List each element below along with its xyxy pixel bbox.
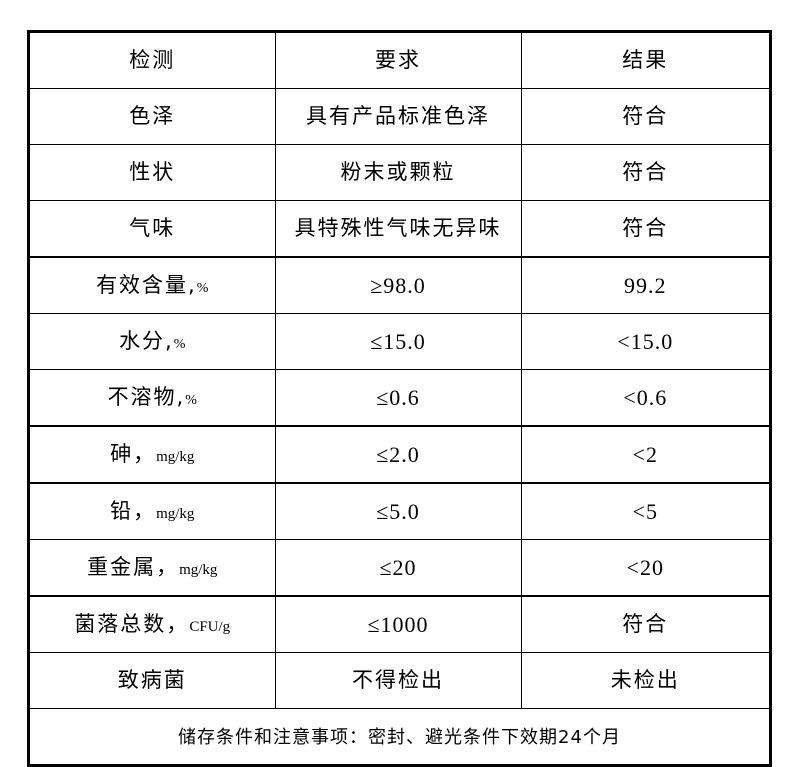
cell-test-item: 砷，mg/kg [30, 425, 276, 484]
test-item-label: 致病菌 [117, 668, 187, 693]
cell-result: 符合 [520, 595, 769, 653]
cell-requirement: ≥98.0 [274, 256, 522, 314]
document-page: 检测 要求 结果 色泽 具有产品标准色泽 [27, 30, 772, 767]
test-item-label: 砷， [110, 442, 157, 467]
result-value: 符合 [622, 612, 669, 637]
cell-result: 符合 [520, 88, 769, 145]
cell-test-item: 性状 [30, 144, 276, 201]
table-header-row: 检测 要求 结果 [30, 33, 769, 89]
specification-table: 检测 要求 结果 色泽 具有产品标准色泽 [30, 33, 769, 764]
table-row: 有效含量,% ≥98.0 99.2 [30, 256, 769, 314]
header-cell-test-item: 检测 [30, 33, 276, 89]
test-item-label: 性状 [129, 160, 176, 185]
requirement-value: ≥98.0 [370, 272, 426, 298]
cell-requirement: 粉末或颗粒 [274, 144, 522, 201]
table-row: 致病菌 不得检出 未检出 [30, 652, 769, 709]
requirement-value: ≤20 [379, 554, 417, 580]
test-item-unit: mg/kg [156, 449, 195, 466]
requirement-value: 具有产品标准色泽 [306, 104, 490, 129]
test-item-unit: % [196, 281, 209, 297]
test-item-unit: % [185, 393, 197, 409]
result-value: <0.6 [623, 384, 668, 410]
cell-result: <20 [520, 539, 769, 597]
footer-note-row: 储存条件和注意事项：密封、避光条件下效期24个月 [30, 708, 769, 764]
cell-footer-note: 储存条件和注意事项：密封、避光条件下效期24个月 [30, 708, 769, 764]
cell-test-item: 水分,% [30, 313, 276, 370]
table-row: 气味 具特殊性气味无异味 符合 [30, 200, 769, 258]
result-value: 未检出 [610, 668, 680, 693]
spec-table-container: 检测 要求 结果 色泽 具有产品标准色泽 [27, 30, 772, 767]
cell-test-item: 气味 [30, 200, 276, 258]
cell-requirement: ≤0.6 [274, 369, 522, 427]
test-item-label: 铅， [110, 499, 157, 524]
cell-result: <5 [520, 482, 769, 540]
cell-result: 未检出 [520, 652, 769, 709]
cell-result: <0.6 [520, 369, 769, 427]
test-item-label: 有效含量, [96, 273, 197, 298]
result-value: <20 [626, 554, 664, 580]
cell-test-item: 铅，mg/kg [30, 482, 276, 540]
requirement-value: 具特殊性气味无异味 [294, 216, 502, 241]
requirement-value: ≤15.0 [370, 328, 426, 354]
test-item-label: 水分, [119, 329, 174, 354]
test-item-label: 色泽 [129, 104, 176, 129]
table-row: 水分,% ≤15.0 <15.0 [30, 313, 769, 370]
test-item-unit: CFU/g [189, 619, 231, 636]
cell-result: <15.0 [520, 313, 769, 370]
cell-test-item: 菌落总数，CFU/g [30, 595, 276, 653]
test-item-label: 不溶物, [107, 385, 186, 410]
result-value: 符合 [622, 216, 669, 241]
requirement-value: 不得检出 [352, 668, 444, 693]
requirement-value: 粉末或颗粒 [340, 160, 456, 185]
requirement-value: ≤5.0 [376, 498, 420, 524]
table-body: 检测 要求 结果 色泽 具有产品标准色泽 [30, 33, 769, 764]
result-value: 符合 [622, 104, 669, 129]
table-row: 菌落总数，CFU/g ≤1000 符合 [30, 595, 769, 653]
result-value: 99.2 [624, 272, 667, 298]
cell-test-item: 有效含量,% [30, 256, 276, 314]
cell-result: 符合 [520, 200, 769, 258]
cell-requirement: ≤2.0 [274, 425, 522, 484]
test-item-unit: % [173, 337, 186, 353]
header-label-result: 结果 [622, 48, 669, 73]
requirement-value: ≤2.0 [376, 441, 420, 467]
table-row: 不溶物,% ≤0.6 <0.6 [30, 369, 769, 427]
table-row: 重金属，mg/kg ≤20 <20 [30, 539, 769, 597]
cell-requirement: 具特殊性气味无异味 [274, 200, 522, 258]
test-item-label: 菌落总数， [74, 612, 190, 637]
table-row: 性状 粉末或颗粒 符合 [30, 144, 769, 201]
cell-result: 99.2 [520, 256, 769, 314]
result-value: <2 [632, 441, 658, 467]
cell-test-item: 致病菌 [30, 652, 276, 709]
footer-note-text: 储存条件和注意事项：密封、避光条件下效期24个月 [178, 727, 621, 749]
cell-requirement: 不得检出 [274, 652, 522, 709]
cell-test-item: 色泽 [30, 88, 276, 145]
test-item-label: 气味 [129, 216, 176, 241]
result-value: <15.0 [617, 328, 674, 354]
cell-requirement: 具有产品标准色泽 [274, 88, 522, 145]
table-row: 铅，mg/kg ≤5.0 <5 [30, 482, 769, 540]
cell-result: 符合 [520, 144, 769, 201]
header-cell-requirement: 要求 [274, 33, 522, 89]
requirement-value: ≤0.6 [376, 384, 420, 410]
cell-result: <2 [520, 425, 769, 484]
test-item-unit: mg/kg [156, 506, 195, 523]
cell-requirement: ≤1000 [274, 595, 522, 653]
result-value: 符合 [622, 160, 669, 185]
cell-test-item: 重金属，mg/kg [30, 539, 276, 597]
header-cell-result: 结果 [520, 33, 769, 89]
table-row: 砷，mg/kg ≤2.0 <2 [30, 425, 769, 484]
test-item-unit: mg/kg [179, 562, 218, 579]
test-item-label: 重金属， [87, 555, 180, 580]
cell-test-item: 不溶物,% [30, 369, 276, 427]
cell-requirement: ≤5.0 [274, 482, 522, 540]
requirement-value: ≤1000 [367, 611, 429, 637]
table-row: 色泽 具有产品标准色泽 符合 [30, 88, 769, 145]
result-value: <5 [632, 498, 658, 524]
cell-requirement: ≤15.0 [274, 313, 522, 370]
cell-requirement: ≤20 [274, 539, 522, 597]
header-label-requirement: 要求 [375, 48, 421, 73]
header-label-test-item: 检测 [129, 48, 176, 73]
